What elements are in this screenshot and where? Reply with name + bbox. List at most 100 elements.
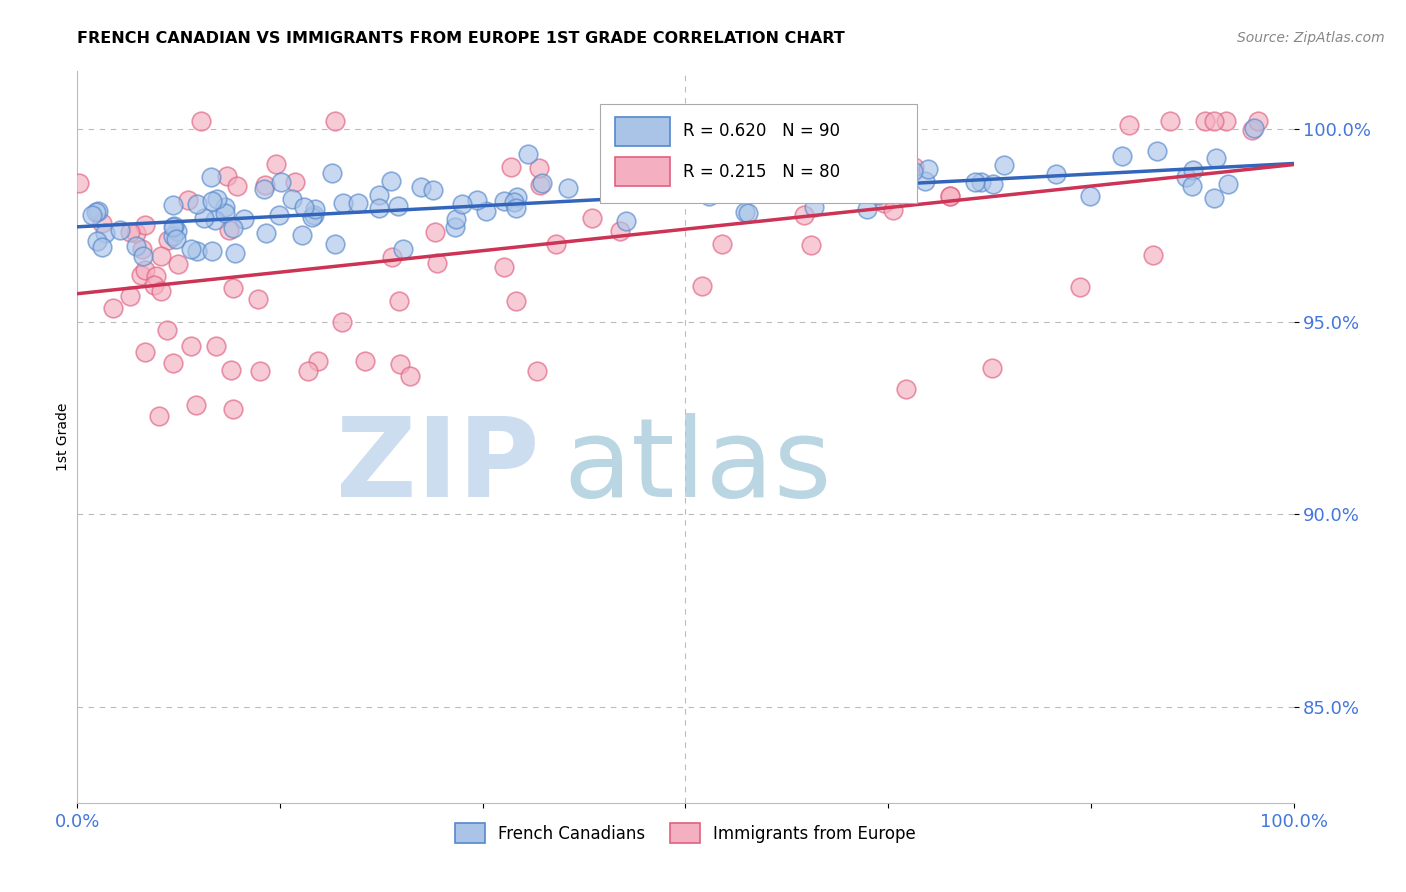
Point [866,187,889,202]
Point [177,193,200,207]
Point [80,208,103,222]
Point [90,239,112,253]
Point [422,183,444,197]
Point [690,278,713,293]
Point [166,232,188,246]
Point [506,190,529,204]
Point [793,175,815,189]
Point [1181,179,1204,194]
Point [93,227,115,241]
Point [304,202,326,216]
Point [1146,144,1168,158]
Point [246,293,269,307]
Point [609,224,631,238]
Point [818,186,841,201]
Point [527,161,550,176]
Point [734,204,756,219]
Point [368,202,391,216]
Point [917,162,939,177]
Point [1174,170,1197,185]
Point [1111,149,1133,163]
Point [86,203,108,218]
Point [125,227,148,241]
Point [190,114,212,128]
Point [166,224,188,238]
Point [389,357,412,371]
Point [86,205,108,219]
Text: Source: ZipAtlas.com: Source: ZipAtlas.com [1237,31,1385,45]
Point [129,268,152,282]
Y-axis label: 1st Grade: 1st Grade [56,403,70,471]
Point [162,356,184,370]
Text: ZIP: ZIP [336,413,540,520]
Point [218,223,240,237]
Point [150,249,173,263]
Point [494,194,516,209]
Point [398,369,420,384]
Point [1205,151,1227,165]
Point [392,242,415,256]
Point [1078,189,1101,203]
Text: atlas: atlas [564,413,832,520]
Point [302,209,325,223]
Point [446,211,468,226]
Point [529,178,551,193]
Point [193,211,215,225]
Point [131,242,153,256]
Point [148,409,170,423]
Point [162,229,184,244]
Point [965,175,987,189]
Point [186,398,208,412]
Text: R = 0.620   N = 90: R = 0.620 N = 90 [683,122,839,140]
Point [267,208,290,222]
Point [800,238,823,252]
Point [143,278,166,293]
Point [1159,114,1181,128]
Point [546,236,568,251]
Point [676,114,699,128]
Point [150,284,173,298]
Point [186,244,208,258]
Legend: French Canadians, Immigrants from Europe: French Canadians, Immigrants from Europe [449,817,922,849]
Point [233,212,256,227]
Point [697,188,720,202]
Point [125,239,148,253]
Point [1241,123,1264,137]
Point [120,225,142,239]
Point [226,179,249,194]
Point [157,233,180,247]
Point [682,114,704,128]
Point [380,174,402,188]
Point [224,246,246,260]
Point [993,158,1015,172]
Point [368,188,391,202]
Point [201,244,224,259]
Point [201,194,224,208]
Point [103,301,125,315]
Point [291,227,314,242]
Point [901,164,924,178]
Point [156,322,179,336]
Point [162,197,184,211]
FancyBboxPatch shape [614,117,669,146]
Point [710,236,733,251]
Point [465,193,488,207]
Point [347,196,370,211]
Point [134,263,156,277]
Point [134,218,156,232]
Point [91,215,114,229]
Point [200,169,222,184]
Point [166,258,188,272]
Point [145,268,167,283]
Point [1218,177,1240,191]
Point [205,339,228,353]
Point [494,260,516,274]
Point [1243,120,1265,135]
Point [215,169,238,184]
Point [614,214,637,228]
Point [1215,114,1237,128]
Point [737,206,759,220]
Point [970,175,993,189]
Point [882,203,904,218]
Point [284,175,307,189]
